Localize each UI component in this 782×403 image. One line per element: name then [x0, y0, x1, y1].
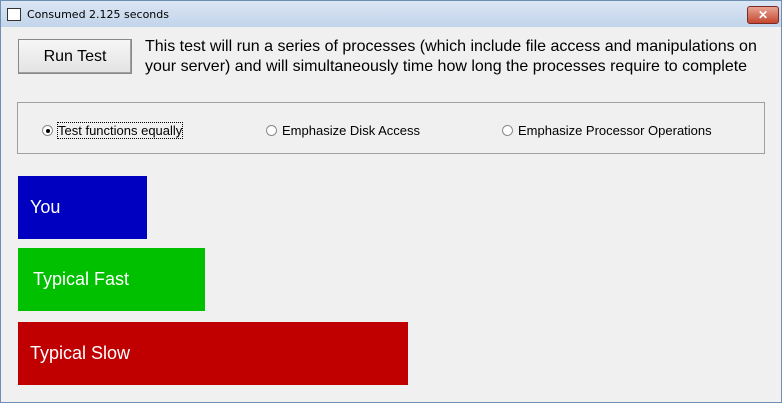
window-title: Consumed 2.125 seconds [27, 8, 169, 21]
bar-typical-slow: Typical Slow [18, 322, 408, 385]
bar-label: Typical Fast [33, 269, 130, 289]
radio-icon [266, 125, 277, 136]
bar-label: Typical Slow [30, 343, 131, 363]
option-group: Test functions equally Emphasize Disk Ac… [17, 102, 765, 154]
radio-label: Test functions equally [56, 122, 184, 139]
bar-typical-fast: Typical Fast [18, 248, 205, 311]
radio-icon [42, 125, 53, 136]
bar-label: You [30, 197, 61, 217]
run-test-button[interactable]: Run Test [18, 39, 132, 74]
radio-disk-access[interactable]: Emphasize Disk Access [266, 123, 420, 138]
radio-label: Emphasize Disk Access [282, 123, 420, 138]
radio-label: Emphasize Processor Operations [518, 123, 712, 138]
close-button[interactable]: ✕ [747, 6, 779, 24]
radio-test-equally[interactable]: Test functions equally [42, 122, 184, 139]
radio-processor-ops[interactable]: Emphasize Processor Operations [502, 123, 712, 138]
title-bar: Consumed 2.125 seconds ✕ [1, 1, 781, 27]
radio-icon [502, 125, 513, 136]
app-icon [7, 8, 21, 21]
description-text: This test will run a series of processes… [145, 38, 757, 75]
bar-you: You [18, 176, 147, 239]
